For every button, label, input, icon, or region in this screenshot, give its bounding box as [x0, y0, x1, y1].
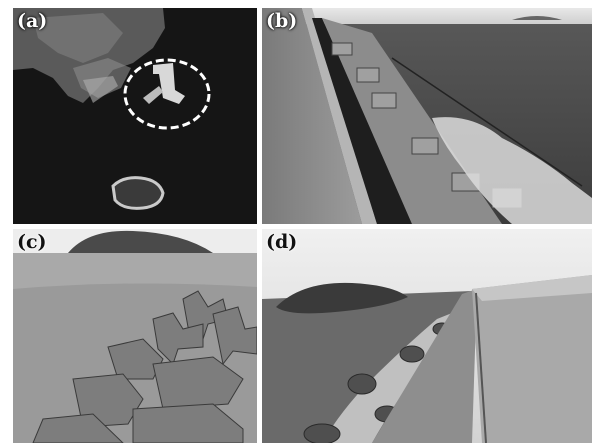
- aerial-photo: [13, 8, 257, 224]
- panel-a-label: (a): [17, 10, 48, 32]
- seawall-photo: [262, 8, 592, 224]
- seawall-island-photo: [262, 229, 592, 443]
- panel-b-seawall-view: (b): [262, 8, 592, 224]
- highlight-ellipse: [123, 58, 211, 130]
- panel-d-label: (d): [266, 231, 298, 253]
- panel-d-seawall-island-view: (d): [262, 229, 592, 443]
- tetrapod-photo: [13, 229, 257, 443]
- panel-c-tetrapod-view: (c): [13, 229, 257, 443]
- panel-a-aerial-view: (a): [13, 8, 257, 224]
- panel-b-label: (b): [266, 10, 298, 32]
- panel-c-label: (c): [17, 231, 47, 253]
